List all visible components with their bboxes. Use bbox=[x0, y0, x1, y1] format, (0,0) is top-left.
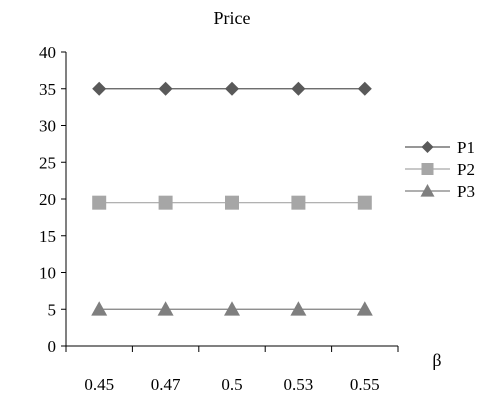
x-tick-label: 0.55 bbox=[350, 375, 380, 393]
data-point-p3 bbox=[224, 301, 240, 316]
chart-title: Price bbox=[214, 8, 251, 28]
legend-label: P2 bbox=[457, 160, 475, 179]
data-point-p1 bbox=[225, 81, 239, 96]
y-tick-label: 10 bbox=[39, 264, 56, 283]
data-point-p2 bbox=[158, 195, 173, 210]
y-tick-label: 40 bbox=[39, 43, 56, 62]
data-point-p2 bbox=[92, 195, 107, 210]
y-tick-label: 20 bbox=[39, 190, 56, 209]
y-tick-label: 30 bbox=[39, 117, 56, 136]
data-point-p3 bbox=[157, 301, 174, 316]
y-tick-label: 5 bbox=[48, 300, 57, 319]
legend: P1 P2 P3 bbox=[405, 138, 475, 201]
y-tick-label: 25 bbox=[39, 153, 56, 172]
legend-item-p3: P3 bbox=[405, 182, 475, 201]
x-tick-label: 0.47 bbox=[151, 375, 181, 393]
x-axis-label: β bbox=[432, 350, 441, 370]
legend-label: P1 bbox=[457, 138, 475, 157]
y-tick-label: 35 bbox=[39, 80, 56, 99]
series-p1 bbox=[92, 81, 372, 96]
legend-marker bbox=[421, 141, 434, 153]
data-point-p2 bbox=[357, 195, 372, 210]
series-group bbox=[91, 81, 373, 316]
x-tick-label: 0.53 bbox=[284, 375, 314, 393]
legend-label: P3 bbox=[457, 182, 475, 201]
x-tick-label: 0.5 bbox=[221, 375, 242, 393]
data-point-p2 bbox=[291, 195, 306, 210]
y-axis-ticks: 0 5 10 15 20 25 30 35 40 bbox=[39, 43, 66, 356]
axes bbox=[65, 52, 398, 347]
x-tick-label: 0.45 bbox=[84, 375, 114, 393]
data-point-p1 bbox=[158, 81, 173, 96]
data-point-p3 bbox=[290, 301, 307, 316]
y-tick-label: 15 bbox=[39, 227, 56, 246]
legend-marker bbox=[420, 184, 435, 197]
legend-item-p2: P2 bbox=[405, 160, 475, 179]
data-point-p2 bbox=[225, 195, 239, 210]
data-point-p1 bbox=[92, 81, 107, 96]
series-p3 bbox=[91, 301, 373, 316]
legend-item-p1: P1 bbox=[405, 138, 475, 157]
data-point-p1 bbox=[291, 81, 306, 96]
y-tick-label: 0 bbox=[48, 337, 57, 356]
data-point-p3 bbox=[91, 301, 108, 316]
series-p2 bbox=[92, 195, 372, 210]
x-axis-ticks: 0.45 0.47 0.5 0.53 0.55 bbox=[65, 346, 399, 393]
data-point-p3 bbox=[356, 301, 373, 316]
data-point-p1 bbox=[357, 81, 372, 96]
legend-marker bbox=[421, 163, 434, 175]
